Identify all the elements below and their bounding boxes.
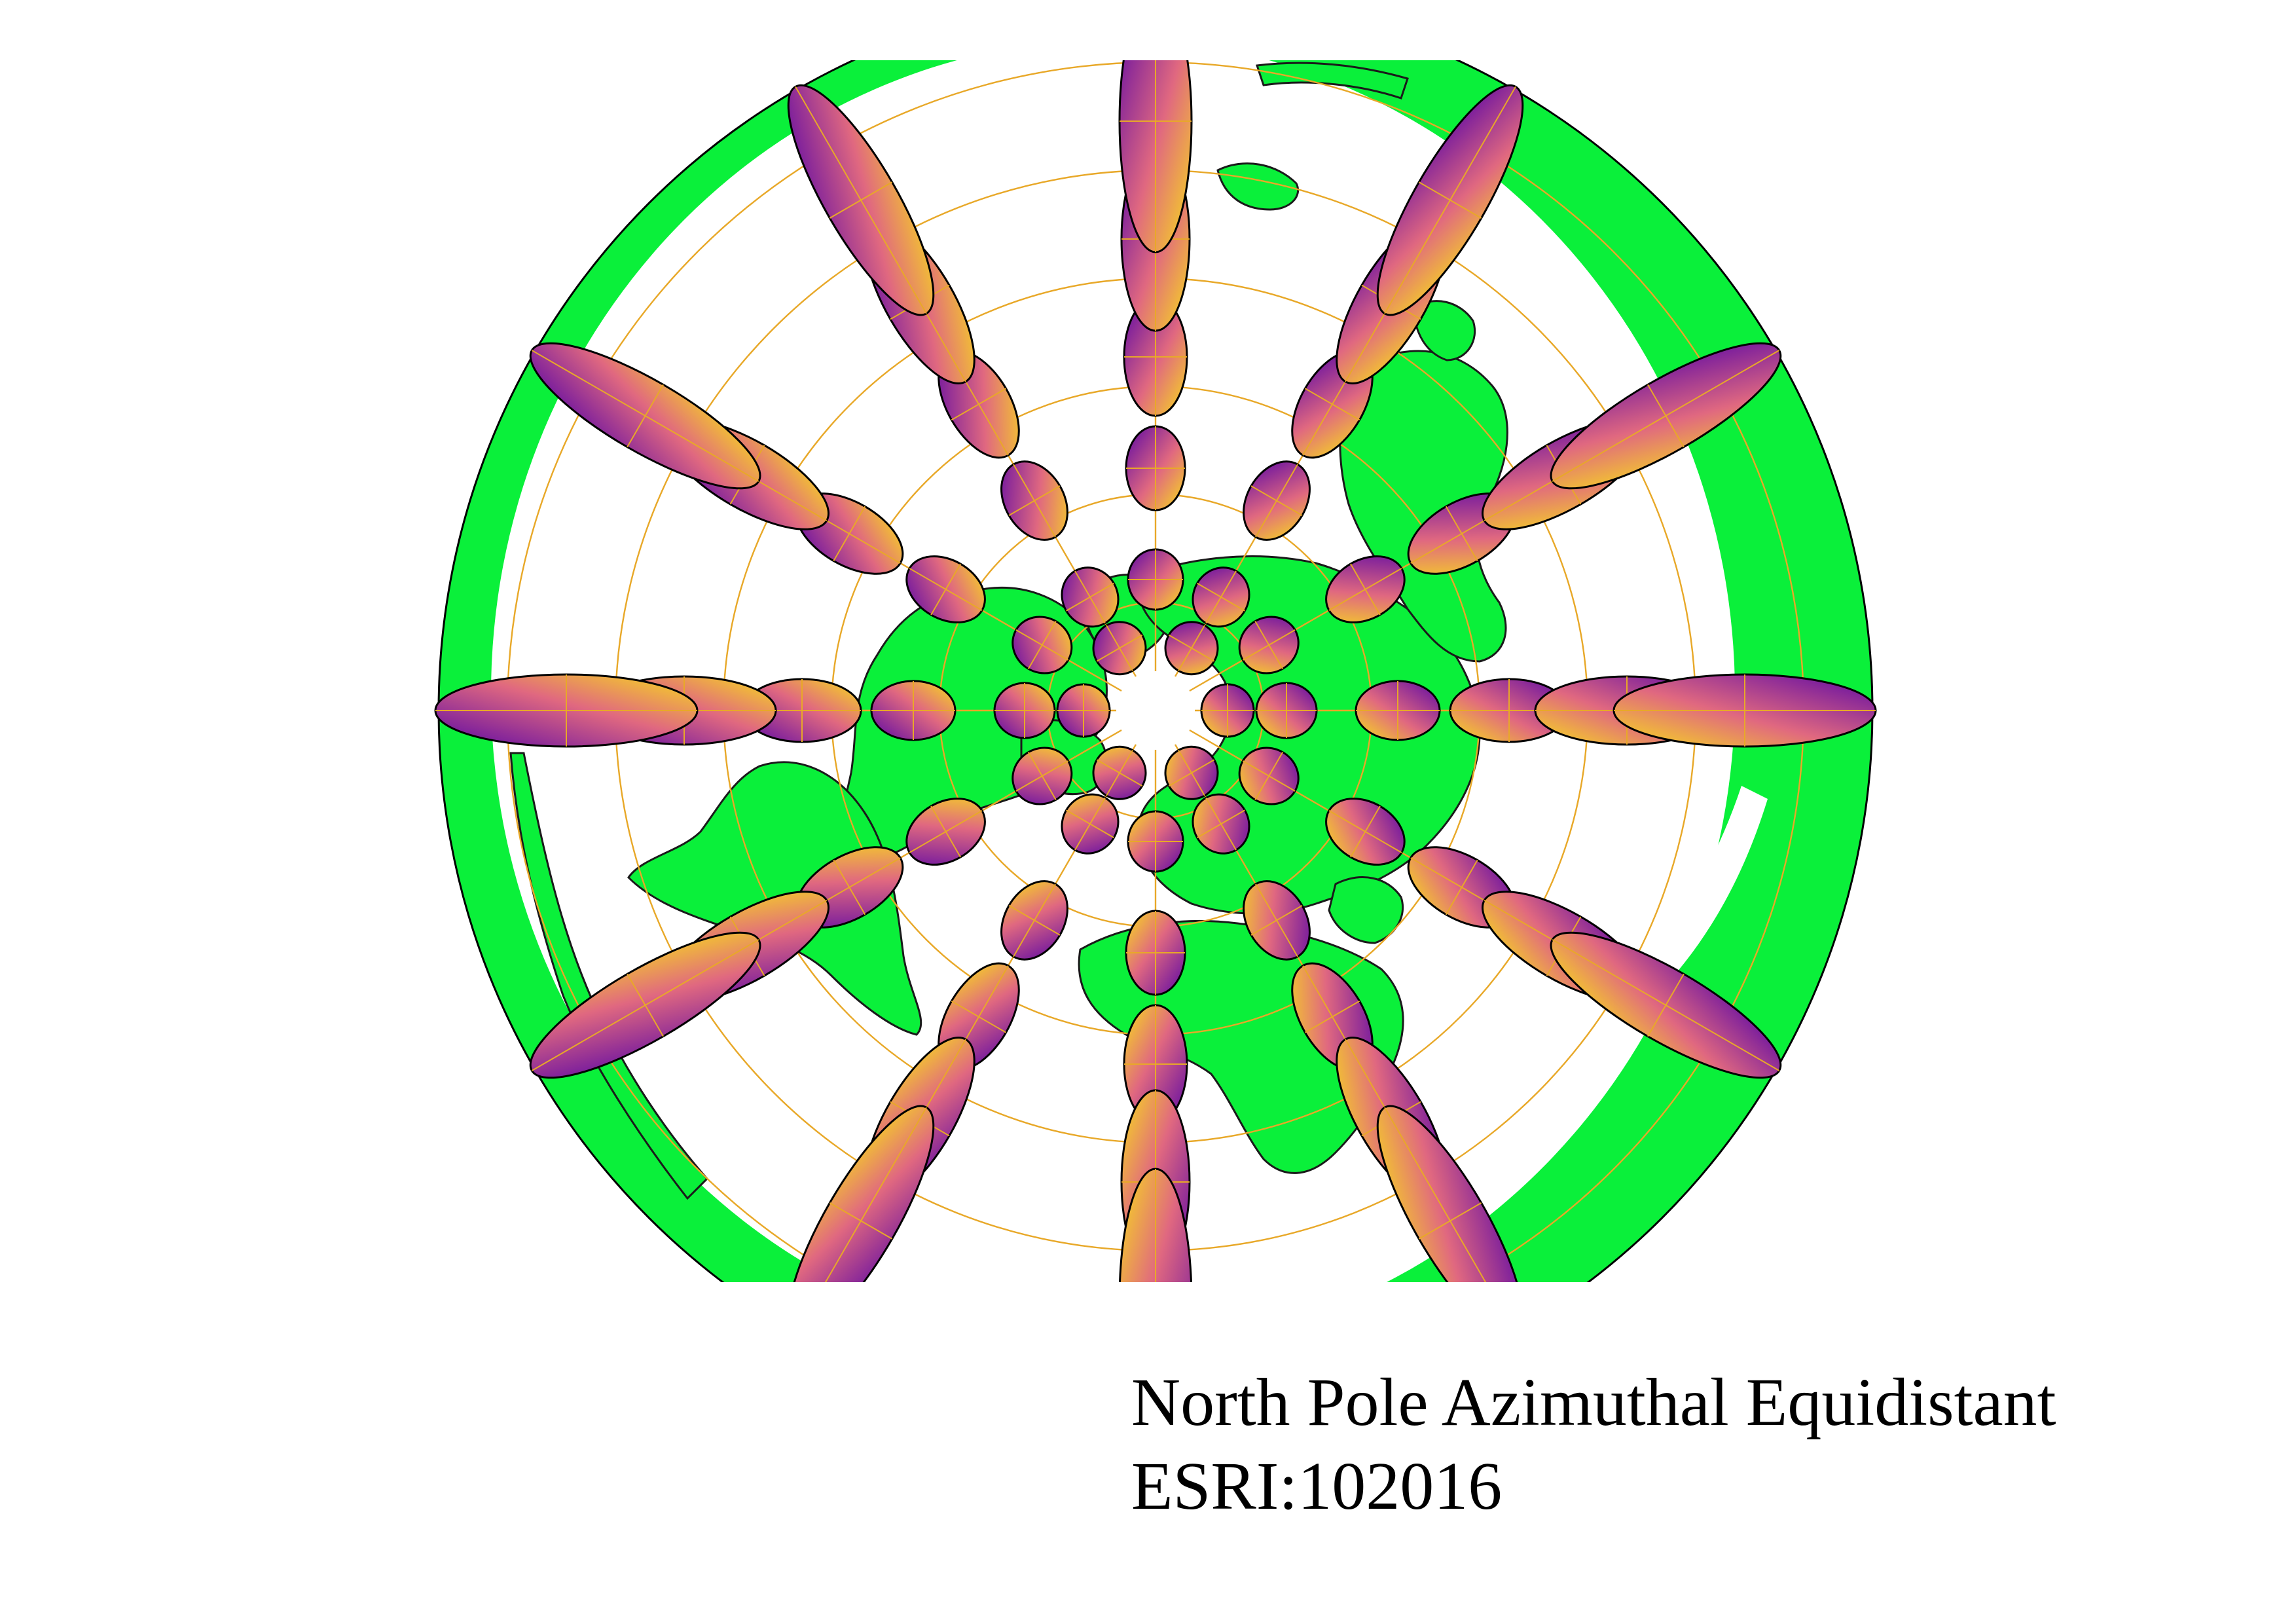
tissot-indicatrix	[1376, 84, 1524, 316]
tissot-indicatrix	[1011, 747, 1073, 805]
tissot-indicatrix	[1325, 798, 1406, 866]
tissot-indicatrix	[1000, 880, 1068, 961]
tissot-indicatrix	[1164, 745, 1219, 800]
tissot-indicatrix	[1092, 621, 1147, 676]
tissot-indicatrix	[1200, 683, 1255, 738]
tissot-indicatrix	[1011, 616, 1073, 674]
tissot-indicatrix	[993, 682, 1056, 739]
tissot-indicatrix	[1192, 793, 1250, 855]
tissot-indicatrix	[1355, 680, 1441, 741]
tissot-indicatrix	[905, 555, 986, 623]
tissot-indicatrix	[1061, 566, 1120, 628]
landmass-arabia	[1328, 876, 1404, 944]
tissot-indicatrix	[1325, 555, 1406, 623]
tissot-indicatrix	[1255, 682, 1318, 739]
tissot-indicatrix	[1376, 1105, 1524, 1282]
landmass-australia	[1216, 162, 1299, 211]
tissot-indicatrix	[1000, 460, 1068, 541]
landmass-east-asia	[1339, 350, 1508, 663]
tissot-indicatrix	[1550, 931, 1782, 1079]
tissot-indicatrix	[1125, 910, 1186, 996]
crs-code: ESRI:102016	[1131, 1449, 1503, 1524]
tissot-indicatrix	[1127, 810, 1184, 873]
tissot-indicatrix	[1613, 673, 1877, 748]
tissot-indicatrix	[1192, 566, 1250, 628]
tissot-indicatrices	[434, 60, 1877, 1282]
tissot-indicatrix	[1127, 548, 1184, 611]
tissot-indicatrix	[1238, 616, 1300, 674]
tissot-indicatrix	[1550, 342, 1782, 490]
tissot-indicatrix	[1061, 793, 1120, 855]
tissot-indicatrix	[529, 931, 761, 1079]
tissot-indicatrix	[787, 84, 935, 316]
map-frame	[434, 60, 1877, 1282]
tissot-indicatrix	[1125, 425, 1186, 511]
tissot-indicatrix	[1056, 683, 1111, 738]
map-caption: North Pole Azimuthal Equidistant ESRI:10…	[1131, 1361, 2056, 1528]
tissot-indicatrix	[1238, 747, 1300, 805]
tissot-indicatrix	[1243, 460, 1311, 541]
tissot-indicatrix	[787, 1105, 935, 1282]
map-title: North Pole Azimuthal Equidistant	[1131, 1365, 2056, 1440]
tissot-indicatrix	[1092, 745, 1147, 800]
tissot-indicatrix	[1118, 60, 1193, 253]
tissot-indicatrix	[870, 680, 957, 741]
tissot-indicatrix	[434, 673, 699, 748]
tissot-indicatrix	[1243, 880, 1311, 961]
tissot-indicatrix	[1164, 621, 1219, 676]
tissot-indicatrix	[905, 798, 986, 866]
landmass-japan	[1413, 300, 1476, 361]
landmass-antarctica-fringe	[1255, 62, 1409, 100]
tissot-indicatrix	[1119, 1168, 1192, 1282]
